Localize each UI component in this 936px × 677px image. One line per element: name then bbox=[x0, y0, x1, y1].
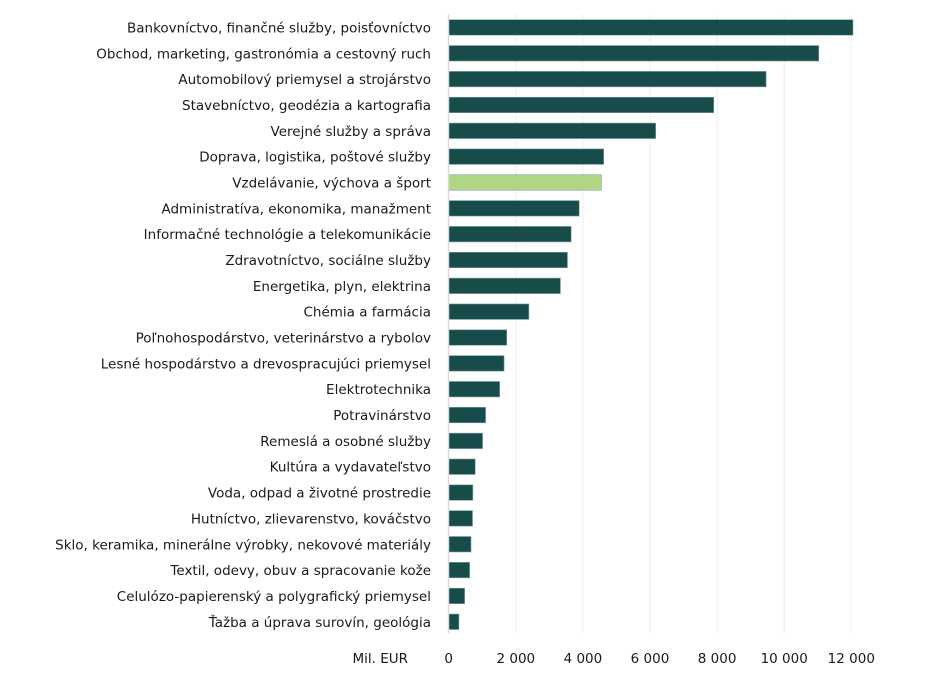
category-label: Ťažba a úprava surovín, geológia bbox=[208, 614, 431, 631]
category-label: Kultúra a vydavateľstvo bbox=[270, 460, 431, 476]
bar bbox=[448, 174, 602, 191]
category-label: Chémia a farmácia bbox=[303, 305, 431, 321]
x-tick-label: 12 000 bbox=[828, 651, 875, 667]
category-label: Informačné technológie a telekomunikácie bbox=[144, 227, 431, 243]
bar bbox=[448, 510, 473, 527]
bar bbox=[448, 458, 476, 475]
bar bbox=[448, 19, 854, 36]
category-label: Administratíva, ekonomika, manažment bbox=[161, 201, 431, 217]
bar bbox=[448, 148, 605, 165]
category-label: Poľnohospodárstvo, veterinárstvo a rybol… bbox=[136, 331, 431, 347]
bar bbox=[448, 432, 483, 449]
category-label: Energetika, plyn, elektrina bbox=[253, 279, 431, 295]
x-tick-label: 6 000 bbox=[631, 651, 670, 667]
bar bbox=[448, 484, 474, 501]
gridlines bbox=[515, 14, 852, 633]
x-tick-label: 10 000 bbox=[761, 651, 808, 667]
bars bbox=[448, 19, 854, 630]
category-label: Sklo, keramika, minerálne výrobky, nekov… bbox=[55, 537, 431, 553]
category-label: Stavebníctvo, geodézia a kartografia bbox=[182, 98, 431, 114]
category-label: Voda, odpad a životné prostredie bbox=[208, 486, 431, 502]
category-label: Textil, odevy, obuv a spracovanie kože bbox=[169, 563, 431, 579]
category-label: Celulózo-papierenský a polygrafický prie… bbox=[117, 589, 431, 605]
bar bbox=[448, 355, 505, 372]
x-tick-label: 4 000 bbox=[564, 651, 603, 667]
bar bbox=[448, 587, 465, 604]
x-tick-label: 2 000 bbox=[496, 651, 535, 667]
bar bbox=[448, 613, 460, 630]
bar bbox=[448, 200, 580, 217]
category-label: Remeslá a osobné služby bbox=[260, 434, 431, 450]
bar bbox=[448, 45, 820, 62]
category-label: Bankovníctvo, finančné služby, poisťovní… bbox=[127, 20, 431, 36]
bar bbox=[448, 96, 715, 114]
bar bbox=[448, 226, 572, 243]
category-labels: Bankovníctvo, finančné služby, poisťovní… bbox=[55, 20, 431, 630]
x-axis-label: Mil. EUR bbox=[352, 651, 408, 667]
category-label: Doprava, logistika, poštové služby bbox=[199, 150, 431, 166]
bar bbox=[448, 122, 657, 139]
bar bbox=[448, 277, 561, 294]
category-label: Vzdelávanie, výchova a šport bbox=[232, 175, 431, 191]
bar bbox=[448, 536, 472, 553]
category-label: Automobilový priemysel a strojárstvo bbox=[178, 72, 431, 88]
category-label: Potravinárstvo bbox=[333, 408, 431, 424]
x-tick-label: 8 000 bbox=[698, 651, 737, 667]
bar bbox=[448, 329, 508, 346]
bar bbox=[448, 562, 470, 579]
bar bbox=[448, 406, 486, 424]
bar bbox=[448, 381, 500, 398]
x-tick-labels: 0 2 000 4 000 6 000 8 000 10 000 12 000 bbox=[444, 651, 875, 667]
bar bbox=[448, 251, 568, 269]
category-label: Lesné hospodárstvo a drevospracujúci pri… bbox=[101, 356, 431, 372]
category-label: Obchod, marketing, gastronómia a cestovn… bbox=[96, 46, 431, 62]
category-label: Hutníctvo, zlievarenstvo, kováčstvo bbox=[191, 511, 431, 527]
category-label: Elektrotechnika bbox=[326, 382, 431, 398]
category-label: Verejné služby a správa bbox=[271, 124, 431, 140]
x-tick-label: 0 bbox=[444, 651, 453, 667]
bar bbox=[448, 303, 530, 320]
bar bbox=[448, 71, 767, 88]
category-label: Zdravotníctvo, sociálne služby bbox=[225, 253, 431, 269]
